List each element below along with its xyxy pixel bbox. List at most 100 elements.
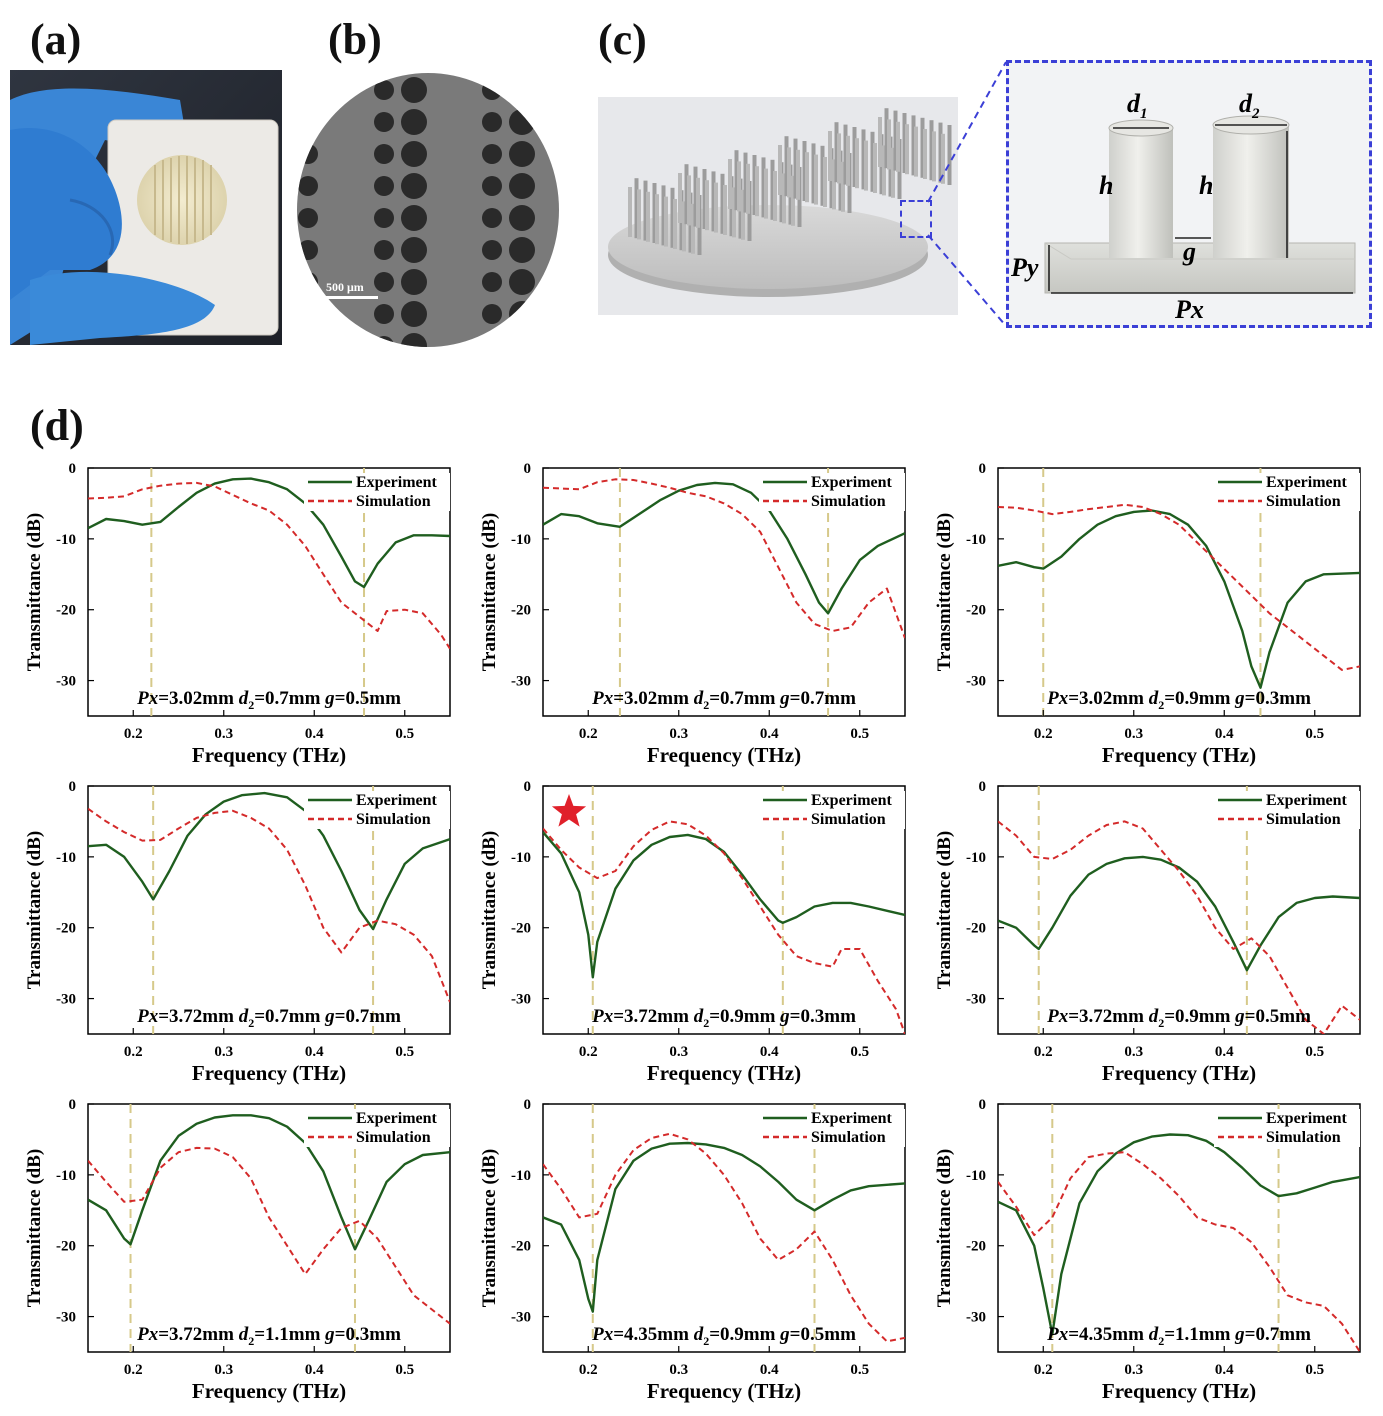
parameter-annotation: Px=3.02mm d2=0.9mm g=0.3mm bbox=[1046, 688, 1311, 712]
legend-entry: Simulation bbox=[356, 1129, 431, 1146]
legend-entry: Simulation bbox=[356, 493, 431, 510]
y-tick-label: -30 bbox=[511, 1310, 531, 1326]
legend-entry: Experiment bbox=[1266, 1110, 1348, 1127]
panel-label-d: (d) bbox=[30, 401, 84, 450]
x-tick-label: 0.3 bbox=[214, 1044, 233, 1060]
y-tick-label: -10 bbox=[511, 532, 531, 548]
label-h-right: h bbox=[1199, 171, 1214, 200]
x-tick-label: 0.4 bbox=[760, 1362, 779, 1378]
legend-backdrop bbox=[1214, 473, 1360, 492]
legend-backdrop bbox=[304, 1128, 450, 1147]
simulation-series-line bbox=[998, 820, 1360, 1034]
legend-backdrop bbox=[1214, 810, 1360, 829]
transmittance-chart: 0.2 0.3 0.4 0.5 0 -10 -20 -30 Frequency (THz) Tra… bbox=[479, 461, 906, 767]
legend-entry: Simulation bbox=[811, 811, 886, 828]
panel-label-c: (c) bbox=[598, 15, 647, 64]
y-tick-label: -20 bbox=[511, 921, 531, 937]
legend-backdrop bbox=[1214, 1128, 1360, 1147]
y-axis-label: Transmittance (dB) bbox=[934, 831, 955, 990]
legend-entry: Experiment bbox=[356, 474, 438, 491]
legend-entry: Experiment bbox=[811, 1110, 893, 1127]
x-tick-label: 0.3 bbox=[1124, 1044, 1143, 1060]
label-d1: d1 bbox=[1127, 89, 1148, 123]
x-tick-label: 0.2 bbox=[579, 726, 598, 742]
y-axis-label: Transmittance (dB) bbox=[934, 513, 955, 672]
transmittance-chart: 0.2 0.3 0.4 0.5 0 -10 -20 -30 Frequency (THz) Tra… bbox=[24, 461, 451, 767]
y-tick-label: -20 bbox=[966, 921, 986, 937]
legend-backdrop bbox=[759, 791, 905, 810]
legend-backdrop bbox=[1214, 1109, 1360, 1128]
simulation-series-line bbox=[543, 820, 905, 1034]
y-tick-label: -10 bbox=[56, 1168, 76, 1184]
y-tick-label: -10 bbox=[966, 850, 986, 866]
label-g: g bbox=[1183, 237, 1196, 266]
y-tick-label: -10 bbox=[56, 532, 76, 548]
x-tick-label: 0.3 bbox=[669, 1362, 688, 1378]
x-tick-label: 0.4 bbox=[760, 726, 779, 742]
parameter-annotation: Px=3.72mm d2=1.1mm g=0.3mm bbox=[136, 1324, 401, 1348]
legend-entry: Simulation bbox=[811, 1129, 886, 1146]
parameter-annotation: Px=4.35mm d2=1.1mm g=0.7mm bbox=[1046, 1324, 1311, 1348]
unit-cell-zoom: d1 d2 h h g Py Px bbox=[1006, 60, 1372, 328]
panel-label-b: (b) bbox=[328, 15, 382, 64]
transmittance-chart: 0.2 0.3 0.4 0.5 0 -10 -20 -30 Frequency (THz) Tra… bbox=[24, 1097, 451, 1403]
y-tick-label: 0 bbox=[979, 461, 987, 477]
y-axis-label: Transmittance (dB) bbox=[479, 513, 500, 672]
x-tick-label: 0.5 bbox=[850, 1362, 869, 1378]
y-tick-label: -10 bbox=[511, 1168, 531, 1184]
y-tick-label: -20 bbox=[511, 1239, 531, 1255]
label-py: Py bbox=[1011, 253, 1039, 282]
experiment-series-line bbox=[543, 831, 905, 979]
x-tick-label: 0.2 bbox=[124, 726, 143, 742]
y-tick-label: -30 bbox=[56, 674, 76, 690]
legend-backdrop bbox=[1214, 791, 1360, 810]
x-tick-label: 0.3 bbox=[669, 726, 688, 742]
x-tick-label: 0.5 bbox=[395, 1044, 414, 1060]
simulation-series-line bbox=[88, 1146, 450, 1325]
simulation-series-line bbox=[88, 481, 450, 650]
x-tick-label: 0.3 bbox=[669, 1044, 688, 1060]
y-tick-label: -20 bbox=[966, 603, 986, 619]
panel-label-a: (a) bbox=[30, 15, 82, 64]
legend-backdrop bbox=[759, 492, 905, 511]
transmittance-chart: 0.2 0.3 0.4 0.5 0 -10 -20 -30 Frequency (THz) Tra… bbox=[24, 779, 451, 1085]
sem-scale-label: 500 μm bbox=[326, 280, 364, 294]
x-tick-label: 0.4 bbox=[305, 1362, 324, 1378]
x-tick-label: 0.5 bbox=[395, 726, 414, 742]
sample-photo bbox=[10, 70, 282, 345]
y-tick-label: 0 bbox=[69, 779, 77, 795]
experiment-series-line bbox=[88, 1114, 450, 1251]
y-tick-label: -20 bbox=[56, 921, 76, 937]
x-tick-label: 0.5 bbox=[1305, 1362, 1324, 1378]
experiment-series-line bbox=[88, 791, 450, 931]
sem-micrograph: 500 μm bbox=[296, 72, 561, 347]
y-tick-label: 0 bbox=[524, 1097, 532, 1113]
x-tick-label: 0.5 bbox=[850, 1044, 869, 1060]
highlight-star-icon bbox=[551, 794, 587, 827]
parameter-annotation: Px=3.72mm d2=0.9mm g=0.3mm bbox=[591, 1006, 856, 1030]
x-tick-label: 0.2 bbox=[1034, 1044, 1053, 1060]
y-tick-label: -20 bbox=[56, 603, 76, 619]
y-tick-label: -10 bbox=[966, 532, 986, 548]
x-tick-label: 0.5 bbox=[1305, 726, 1324, 742]
simulation-series-line bbox=[88, 807, 450, 1003]
x-axis-label: Frequency (THz) bbox=[1102, 743, 1256, 767]
y-tick-label: 0 bbox=[524, 779, 532, 795]
legend-backdrop bbox=[759, 810, 905, 829]
x-axis-label: Frequency (THz) bbox=[192, 1061, 346, 1085]
x-tick-label: 0.3 bbox=[214, 726, 233, 742]
legend-backdrop bbox=[304, 791, 450, 810]
legend-entry: Experiment bbox=[811, 792, 893, 809]
simulation-series-line bbox=[543, 478, 905, 639]
experiment-series-line bbox=[88, 477, 450, 589]
x-tick-label: 0.3 bbox=[1124, 1362, 1143, 1378]
y-axis-label: Transmittance (dB) bbox=[479, 831, 500, 990]
x-axis-label: Frequency (THz) bbox=[192, 1379, 346, 1403]
parameter-annotation: Px=3.72mm d2=0.7mm g=0.7mm bbox=[136, 1006, 401, 1030]
x-tick-label: 0.5 bbox=[395, 1362, 414, 1378]
legend-entry: Simulation bbox=[811, 493, 886, 510]
x-tick-label: 0.2 bbox=[124, 1362, 143, 1378]
x-tick-label: 0.4 bbox=[305, 726, 324, 742]
y-tick-label: 0 bbox=[524, 461, 532, 477]
y-tick-label: 0 bbox=[69, 1097, 77, 1113]
